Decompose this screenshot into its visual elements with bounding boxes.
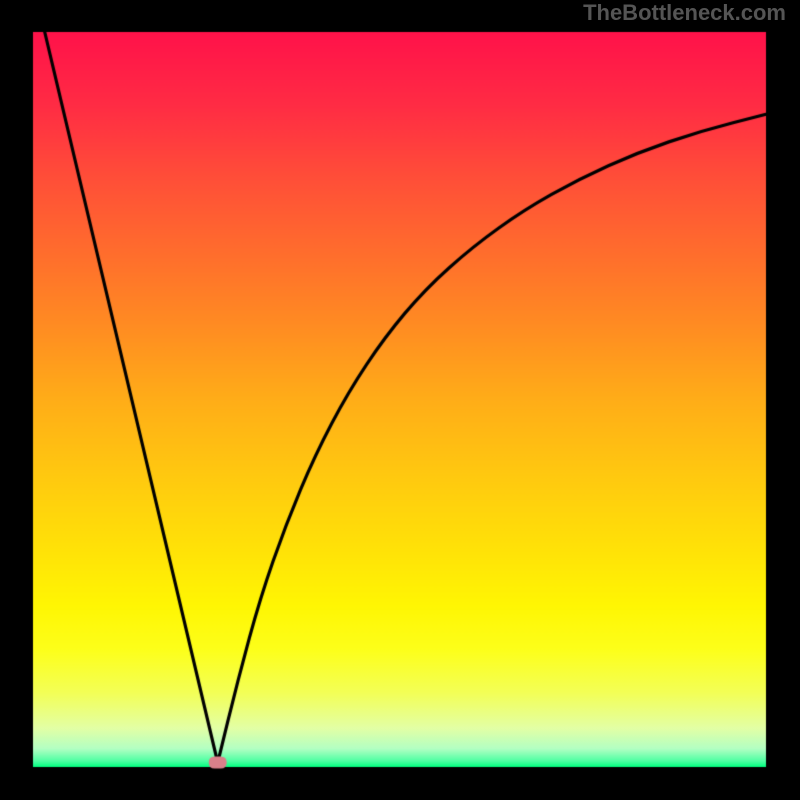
- watermark-text: TheBottleneck.com: [583, 0, 786, 26]
- chart-container: TheBottleneck.com: [0, 0, 800, 800]
- bottleneck-chart-canvas: [0, 0, 800, 800]
